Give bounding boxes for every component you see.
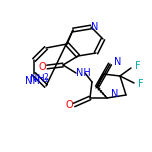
Text: F: F [135, 61, 141, 71]
Text: N: N [111, 89, 118, 99]
Text: 2: 2 [43, 73, 48, 81]
Text: NH₂: NH₂ [30, 74, 48, 84]
Text: O: O [38, 62, 46, 72]
Text: O: O [65, 100, 73, 110]
Text: NH: NH [25, 76, 40, 86]
Text: N: N [114, 57, 121, 67]
Text: F: F [138, 79, 144, 89]
Text: N: N [91, 22, 98, 32]
Text: NH: NH [76, 68, 90, 78]
